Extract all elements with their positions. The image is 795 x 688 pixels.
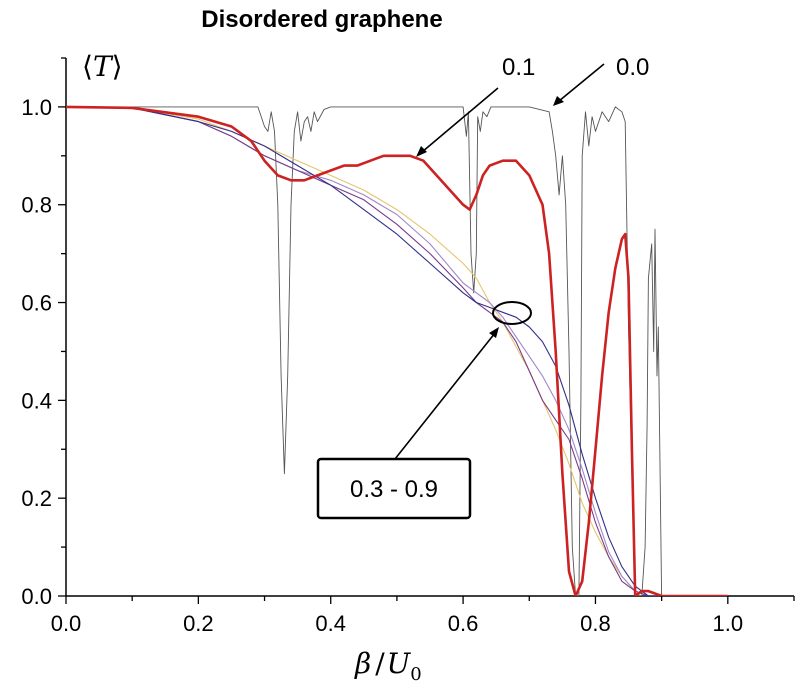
y-axis-label-open: ⟨: [82, 50, 93, 83]
x-axis-label-slash: /: [375, 647, 385, 680]
y-tick-label: 0.2: [21, 486, 52, 511]
series-line-0-3: [66, 106, 728, 596]
annotation-arrow-range: [394, 332, 496, 460]
annotation-label-range: 0.3 - 0.9: [350, 476, 438, 503]
y-axis-label-close: ⟩: [112, 50, 123, 83]
series-line-0-7: [66, 106, 728, 596]
annotation-arrow-0-0: [558, 63, 605, 102]
y-tick-label: 1.0: [21, 95, 52, 120]
x-tick-labels: 0.0 0.2 0.4 0.6 0.8 1.0: [51, 611, 743, 636]
y-tick-labels: 0.0 0.2 0.4 0.6 0.8 1.0: [21, 95, 52, 609]
annotation-arrowhead-range: [489, 327, 499, 338]
x-axis-label-u: U: [387, 647, 412, 680]
annotation-label-0-1: 0.1: [502, 54, 535, 81]
x-axis-label-beta: β: [354, 647, 371, 680]
annotation-box-range: [316, 457, 472, 520]
x-tick-label: 1.0: [713, 611, 744, 636]
annotation-ellipse: [492, 301, 532, 325]
y-axis-label-var: T: [93, 50, 114, 83]
y-axis-label: ⟨T⟩: [82, 50, 123, 83]
x-axis-label: β/U0: [354, 647, 422, 685]
annotation-arrow-0-1: [421, 87, 499, 153]
annotation-arrowhead-0-1: [416, 146, 427, 157]
series-line-0-0: [66, 106, 728, 596]
series-layer: [66, 105, 728, 596]
x-tick-label: 0.8: [580, 611, 611, 636]
series-line-0-5: [66, 106, 728, 596]
x-tick-label: 0.2: [183, 611, 214, 636]
x-tick-label: 0.6: [448, 611, 479, 636]
series-line-0-1: [66, 105, 728, 596]
y-tick-label: 0.8: [21, 193, 52, 218]
chart-title: Disordered graphene: [201, 6, 442, 33]
y-tick-label: 0.0: [21, 584, 52, 609]
x-tick-label: 0.4: [315, 611, 346, 636]
series-line-0-9: [66, 106, 728, 596]
y-tick-label: 0.6: [21, 291, 52, 316]
x-axis-label-subscript: 0: [410, 664, 421, 685]
x-tick-label: 0.0: [51, 611, 82, 636]
annotation-arrowhead-0-0: [553, 96, 564, 106]
annotation-label-0-0: 0.0: [616, 54, 649, 81]
y-tick-label: 0.4: [21, 388, 52, 413]
axes: [58, 57, 795, 604]
